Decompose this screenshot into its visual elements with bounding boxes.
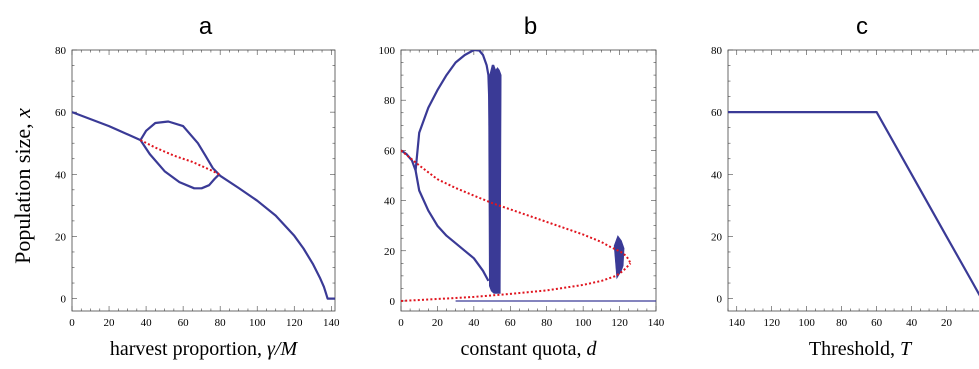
- panel-title: b: [524, 13, 537, 40]
- x-tick-label: 80: [541, 317, 553, 329]
- x-tick-label: 120: [286, 317, 303, 329]
- stable-branch-b-0: [401, 50, 491, 172]
- x-tick-label: 140: [323, 317, 340, 329]
- x-tick-label: 100: [798, 317, 815, 329]
- y-tick-label: 40: [384, 196, 396, 208]
- x-tick-label: 0: [398, 317, 404, 329]
- y-tick-label: 40: [55, 169, 67, 181]
- y-tick-label: 60: [55, 107, 67, 119]
- plot-frame-c: [727, 49, 979, 312]
- x-axis-label: constant quota, d: [460, 338, 597, 360]
- y-axis-label: Population size, x: [10, 108, 35, 264]
- y-tick-label: 0: [61, 294, 67, 306]
- unstable-branch-b-6: [401, 262, 632, 302]
- x-tick-label: 40: [906, 317, 918, 329]
- oscillation-band-b-3: [613, 235, 625, 280]
- y-tick-label: 20: [711, 231, 723, 243]
- x-tick-label: 20: [104, 317, 116, 329]
- x-tick-label: 20: [432, 317, 444, 329]
- x-tick-label: 140: [648, 317, 665, 329]
- x-axis-label: Threshold, T: [809, 338, 913, 360]
- y-tick-label: 0: [717, 294, 723, 306]
- panel-c: 140120100806040200020406080cThreshold, T: [711, 13, 979, 360]
- y-tick-label: 80: [55, 45, 67, 57]
- stable-branch-c-0: [728, 110, 979, 297]
- panel-b: 0 20 40 60 80 100 120 140 0 20 40 60 80 100 b constant …: [379, 13, 665, 360]
- y-tick-label: 60: [711, 107, 723, 119]
- series-group: [401, 50, 656, 302]
- x-tick-label: 140: [728, 317, 745, 329]
- panel-a: 0 20 40 60 80 100 120 140 0 20 40 60 80 a harvest prop…: [55, 13, 340, 360]
- y-tick-label: 40: [711, 169, 723, 181]
- x-tick-label: 100: [575, 317, 592, 329]
- x-tick-label: 80: [215, 317, 227, 329]
- unstable-branch-b-5: [401, 149, 632, 264]
- x-tick-label: 100: [249, 317, 266, 329]
- series-group: [728, 110, 979, 297]
- x-tick-label: 60: [871, 317, 883, 329]
- oscillation-band-b-2: [488, 64, 502, 294]
- y-tick-label: 80: [384, 95, 396, 107]
- y-tick-label: 20: [384, 246, 396, 258]
- stable-branch-a-0: [72, 111, 335, 300]
- x-tick-label: 0: [69, 317, 75, 329]
- series-group: [72, 111, 335, 300]
- stable-branch-b-1: [414, 170, 490, 282]
- y-tick-label: 20: [55, 231, 67, 243]
- x-tick-label: 120: [611, 317, 628, 329]
- panel-title: c: [856, 13, 868, 40]
- x-tick-label: 120: [763, 317, 780, 329]
- y-tick-label: 100: [379, 45, 396, 57]
- x-tick-label: 40: [141, 317, 153, 329]
- x-tick-label: 40: [468, 317, 480, 329]
- unstable-branch-a-2: [140, 139, 220, 176]
- x-tick-label: 20: [941, 317, 953, 329]
- y-tick-label: 0: [390, 296, 396, 308]
- panel-title: a: [199, 13, 213, 40]
- stable-branch-a-1: [139, 139, 220, 190]
- y-tick-label: 60: [384, 145, 396, 157]
- x-tick-label: 80: [836, 317, 848, 329]
- x-tick-label: 60: [178, 317, 190, 329]
- plot-frame-a: [71, 49, 336, 312]
- x-axis-label: harvest proportion, γ/M: [110, 338, 299, 360]
- x-tick-label: 60: [505, 317, 517, 329]
- y-tick-label: 80: [711, 45, 723, 57]
